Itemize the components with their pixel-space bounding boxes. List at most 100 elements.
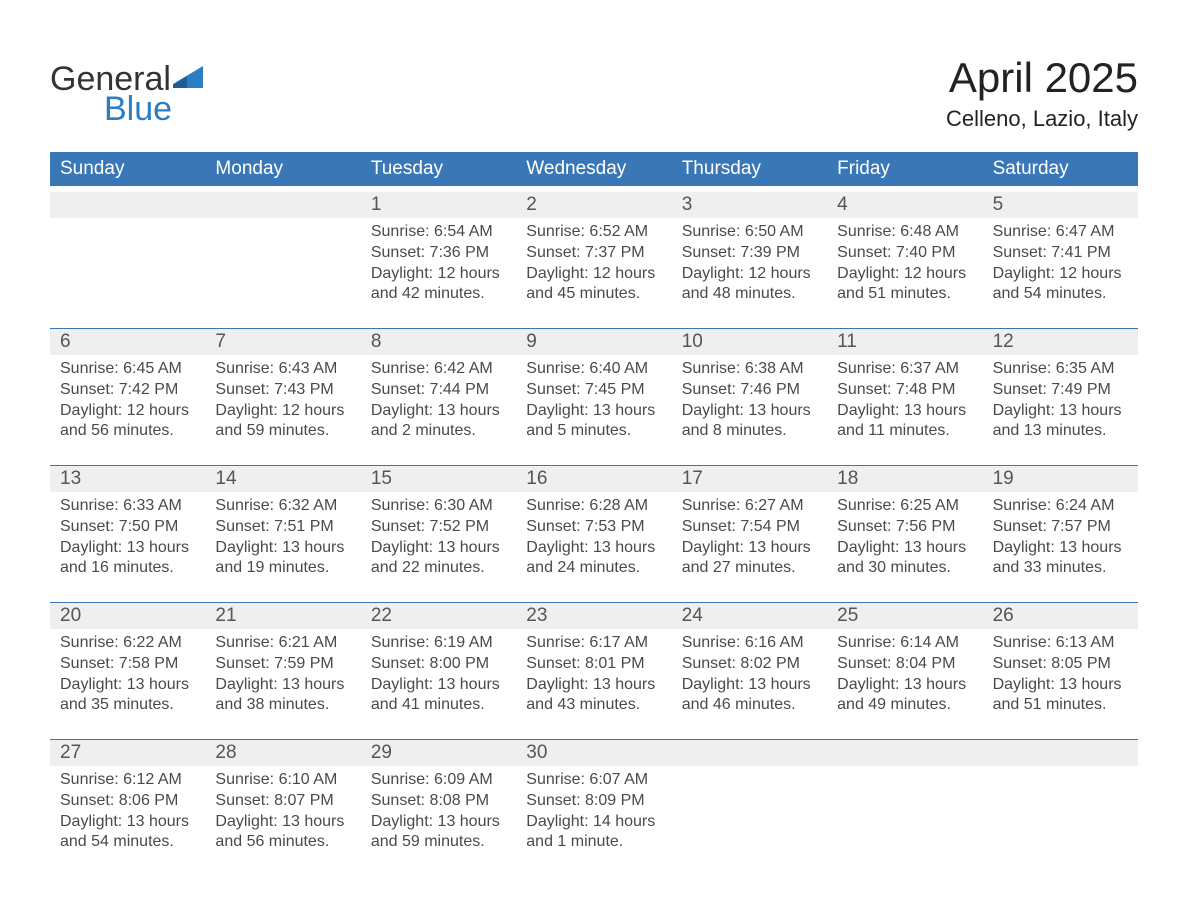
day-number	[672, 740, 827, 766]
sunrise-text: Sunrise: 6:48 AM	[837, 222, 972, 243]
day-details: Sunrise: 6:54 AMSunset: 7:36 PMDaylight:…	[361, 218, 516, 322]
sunset-text: Sunset: 7:48 PM	[837, 380, 972, 401]
day-number-strip: 20212223242526	[50, 603, 1138, 629]
day-number: 5	[983, 192, 1138, 218]
sunrise-text: Sunrise: 6:12 AM	[60, 770, 195, 791]
day-number: 30	[516, 740, 671, 766]
dow-tuesday: Tuesday	[361, 152, 516, 186]
day-details: Sunrise: 6:25 AMSunset: 7:56 PMDaylight:…	[827, 492, 982, 596]
sunrise-text: Sunrise: 6:28 AM	[526, 496, 661, 517]
daylight-text: Daylight: 13 hours and 51 minutes.	[993, 675, 1128, 717]
day-number: 3	[672, 192, 827, 218]
day-number: 25	[827, 603, 982, 629]
day-number: 23	[516, 603, 671, 629]
page: General Blue April 2025 Celleno, Lazio, …	[0, 0, 1188, 900]
daylight-text: Daylight: 12 hours and 51 minutes.	[837, 264, 972, 306]
day-details	[827, 766, 982, 870]
day-details: Sunrise: 6:21 AMSunset: 7:59 PMDaylight:…	[205, 629, 360, 733]
daylight-text: Daylight: 13 hours and 19 minutes.	[215, 538, 350, 580]
dow-thursday: Thursday	[672, 152, 827, 186]
sunset-text: Sunset: 8:06 PM	[60, 791, 195, 812]
logo-text-bottom: Blue	[104, 90, 203, 129]
day-number	[983, 740, 1138, 766]
daylight-text: Daylight: 13 hours and 13 minutes.	[993, 401, 1128, 443]
daylight-text: Daylight: 13 hours and 2 minutes.	[371, 401, 506, 443]
page-title: April 2025	[946, 54, 1138, 102]
daylight-text: Daylight: 13 hours and 24 minutes.	[526, 538, 661, 580]
daylight-text: Daylight: 12 hours and 48 minutes.	[682, 264, 817, 306]
day-number: 22	[361, 603, 516, 629]
day-details: Sunrise: 6:12 AMSunset: 8:06 PMDaylight:…	[50, 766, 205, 870]
sunset-text: Sunset: 7:46 PM	[682, 380, 817, 401]
sunrise-text: Sunrise: 6:14 AM	[837, 633, 972, 654]
day-details: Sunrise: 6:42 AMSunset: 7:44 PMDaylight:…	[361, 355, 516, 459]
day-number: 2	[516, 192, 671, 218]
sunrise-text: Sunrise: 6:17 AM	[526, 633, 661, 654]
details-row: Sunrise: 6:12 AMSunset: 8:06 PMDaylight:…	[50, 766, 1138, 870]
week-row: 12345Sunrise: 6:54 AMSunset: 7:36 PMDayl…	[50, 192, 1138, 322]
day-details: Sunrise: 6:28 AMSunset: 7:53 PMDaylight:…	[516, 492, 671, 596]
sunset-text: Sunset: 7:37 PM	[526, 243, 661, 264]
details-row: Sunrise: 6:45 AMSunset: 7:42 PMDaylight:…	[50, 355, 1138, 459]
sunrise-text: Sunrise: 6:25 AM	[837, 496, 972, 517]
week-row: 13141516171819Sunrise: 6:33 AMSunset: 7:…	[50, 465, 1138, 596]
day-number: 20	[50, 603, 205, 629]
daylight-text: Daylight: 13 hours and 5 minutes.	[526, 401, 661, 443]
daylight-text: Daylight: 12 hours and 54 minutes.	[993, 264, 1128, 306]
sunset-text: Sunset: 7:49 PM	[993, 380, 1128, 401]
day-number: 8	[361, 329, 516, 355]
daylight-text: Daylight: 13 hours and 27 minutes.	[682, 538, 817, 580]
day-details: Sunrise: 6:38 AMSunset: 7:46 PMDaylight:…	[672, 355, 827, 459]
day-details: Sunrise: 6:10 AMSunset: 8:07 PMDaylight:…	[205, 766, 360, 870]
day-details: Sunrise: 6:43 AMSunset: 7:43 PMDaylight:…	[205, 355, 360, 459]
sunset-text: Sunset: 7:50 PM	[60, 517, 195, 538]
day-number: 1	[361, 192, 516, 218]
sunset-text: Sunset: 8:09 PM	[526, 791, 661, 812]
sunrise-text: Sunrise: 6:32 AM	[215, 496, 350, 517]
daylight-text: Daylight: 12 hours and 59 minutes.	[215, 401, 350, 443]
day-details: Sunrise: 6:48 AMSunset: 7:40 PMDaylight:…	[827, 218, 982, 322]
daylight-text: Daylight: 13 hours and 46 minutes.	[682, 675, 817, 717]
daylight-text: Daylight: 13 hours and 41 minutes.	[371, 675, 506, 717]
sunset-text: Sunset: 7:51 PM	[215, 517, 350, 538]
daylight-text: Daylight: 13 hours and 30 minutes.	[837, 538, 972, 580]
week-row: 20212223242526Sunrise: 6:22 AMSunset: 7:…	[50, 602, 1138, 733]
day-number	[205, 192, 360, 218]
day-number-strip: 6789101112	[50, 329, 1138, 355]
week-row: 6789101112Sunrise: 6:45 AMSunset: 7:42 P…	[50, 328, 1138, 459]
title-block: April 2025 Celleno, Lazio, Italy	[946, 40, 1138, 142]
sunset-text: Sunset: 7:41 PM	[993, 243, 1128, 264]
dow-wednesday: Wednesday	[516, 152, 671, 186]
sunrise-text: Sunrise: 6:45 AM	[60, 359, 195, 380]
daylight-text: Daylight: 13 hours and 22 minutes.	[371, 538, 506, 580]
sunset-text: Sunset: 8:02 PM	[682, 654, 817, 675]
day-number-strip: 12345	[50, 192, 1138, 218]
day-details	[50, 218, 205, 322]
sunrise-text: Sunrise: 6:33 AM	[60, 496, 195, 517]
day-number: 6	[50, 329, 205, 355]
day-details: Sunrise: 6:30 AMSunset: 7:52 PMDaylight:…	[361, 492, 516, 596]
sunset-text: Sunset: 7:54 PM	[682, 517, 817, 538]
sunset-text: Sunset: 8:01 PM	[526, 654, 661, 675]
sunset-text: Sunset: 8:07 PM	[215, 791, 350, 812]
header: General Blue April 2025 Celleno, Lazio, …	[50, 40, 1138, 142]
location-subtitle: Celleno, Lazio, Italy	[946, 106, 1138, 132]
day-number: 27	[50, 740, 205, 766]
daylight-text: Daylight: 13 hours and 8 minutes.	[682, 401, 817, 443]
day-of-week-header: Sunday Monday Tuesday Wednesday Thursday…	[50, 152, 1138, 186]
dow-monday: Monday	[205, 152, 360, 186]
sunset-text: Sunset: 7:57 PM	[993, 517, 1128, 538]
sunrise-text: Sunrise: 6:40 AM	[526, 359, 661, 380]
day-number: 14	[205, 466, 360, 492]
sunrise-text: Sunrise: 6:19 AM	[371, 633, 506, 654]
sunrise-text: Sunrise: 6:54 AM	[371, 222, 506, 243]
sunrise-text: Sunrise: 6:21 AM	[215, 633, 350, 654]
day-number	[827, 740, 982, 766]
daylight-text: Daylight: 12 hours and 45 minutes.	[526, 264, 661, 306]
day-number: 28	[205, 740, 360, 766]
sunset-text: Sunset: 7:36 PM	[371, 243, 506, 264]
day-number: 19	[983, 466, 1138, 492]
day-details	[983, 766, 1138, 870]
day-details: Sunrise: 6:45 AMSunset: 7:42 PMDaylight:…	[50, 355, 205, 459]
day-details: Sunrise: 6:19 AMSunset: 8:00 PMDaylight:…	[361, 629, 516, 733]
